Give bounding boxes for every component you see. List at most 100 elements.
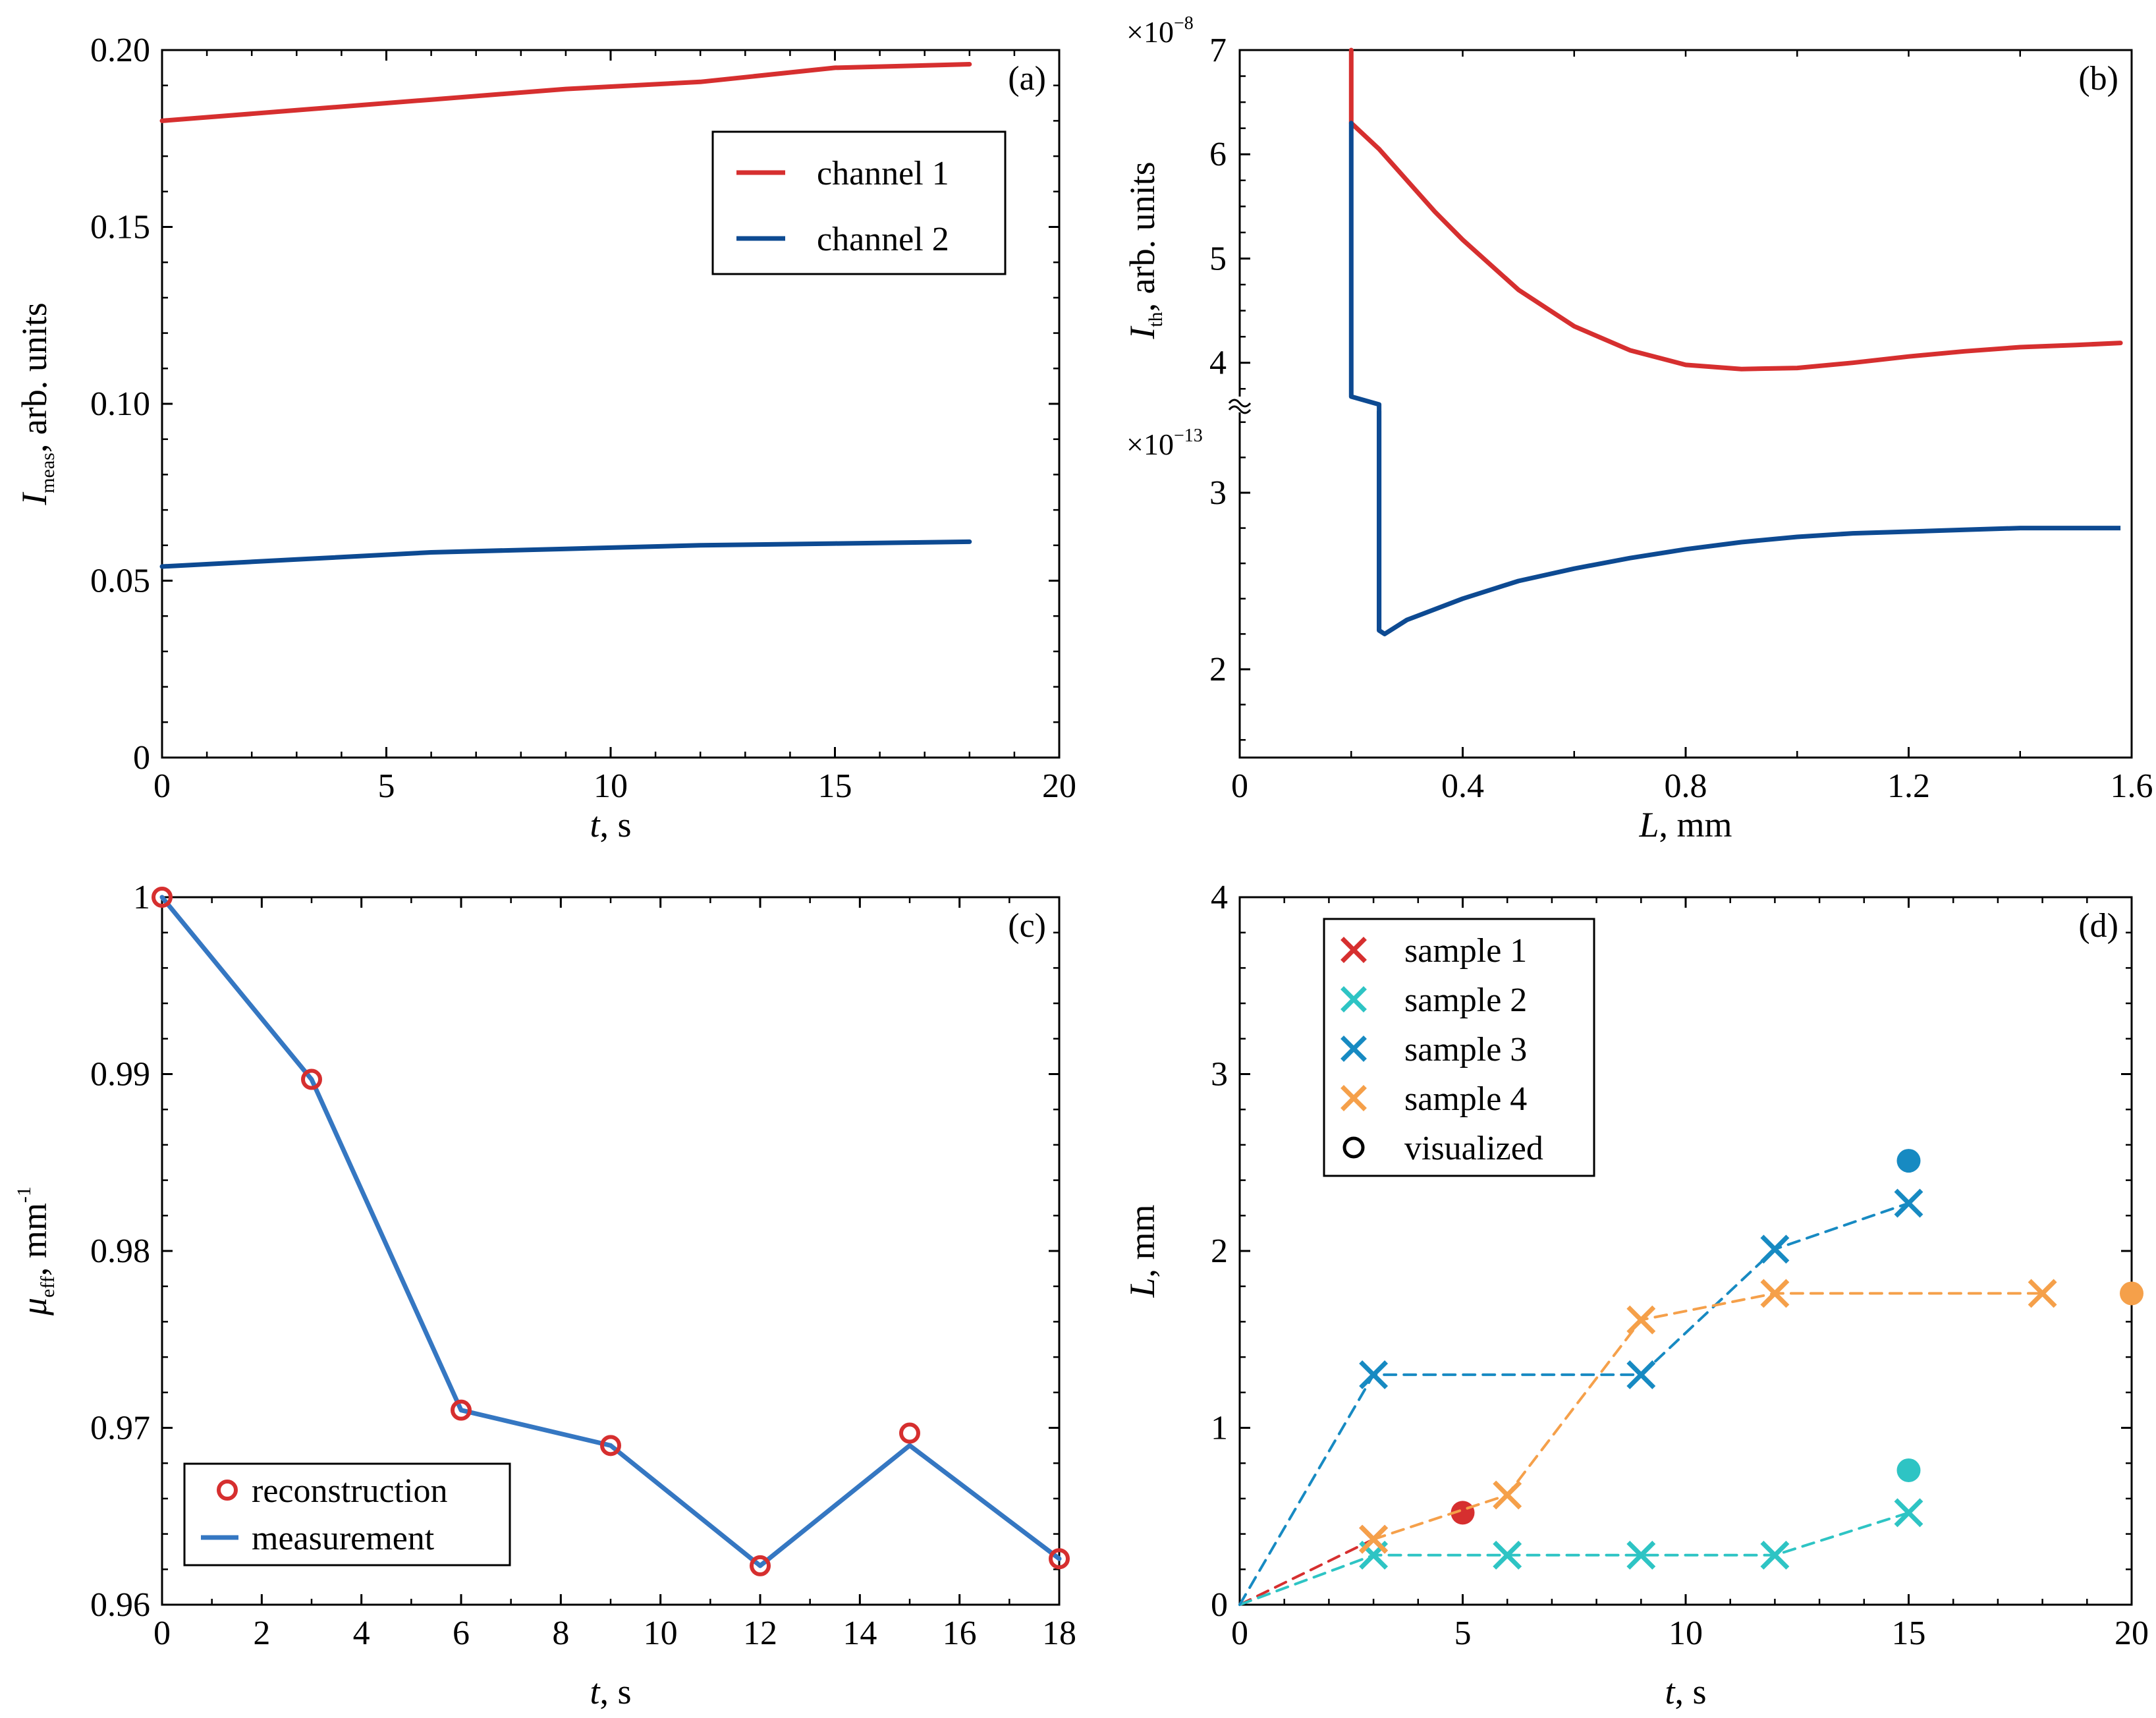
series-dashed-line: [1372, 1292, 2044, 1541]
sample-marker: [1493, 1480, 1522, 1510]
x-tick-label: 15: [818, 767, 852, 805]
y-tick-label: 2: [1211, 1233, 1228, 1270]
x-axis-variable: t: [590, 805, 601, 845]
measurement-line: [159, 895, 1062, 1568]
series-dashed-line: [1238, 1538, 1375, 1606]
reconstruction-marker: [750, 1555, 771, 1576]
x-tick-label: 18: [1042, 1615, 1076, 1652]
sample-marker: [1359, 1360, 1389, 1389]
sample-marker: [1359, 1524, 1389, 1554]
legend-label: sample 3: [1404, 1031, 1527, 1068]
y-axis-label: L, mm: [1122, 1204, 1162, 1298]
legend-swatch-visualized: [1342, 1136, 1365, 1159]
legend-box: [1323, 918, 1595, 1177]
legend-label: channel 2: [817, 221, 949, 258]
x-tick-label: 1.6: [2111, 767, 2153, 805]
x-axis-label: t, s: [590, 805, 631, 845]
reconstruction-marker: [1049, 1548, 1070, 1570]
x-tick-label: 4: [353, 1615, 370, 1652]
x-axis-variable: L: [1638, 805, 1659, 845]
y-axis-label: μeff, mm-1: [13, 1186, 59, 1316]
legend-box: [183, 1462, 511, 1566]
x-axis-variable: t: [1665, 1672, 1676, 1711]
y-tick-label: 1: [133, 879, 150, 916]
y-axis-superscript: -1: [13, 1186, 35, 1203]
multiplier-exponent: −13: [1174, 426, 1203, 446]
axis-break-mark: [1228, 399, 1252, 414]
y-tick-label-upper: 6: [1209, 136, 1227, 173]
x-tick-label: 8: [552, 1615, 569, 1652]
panel-c: 0 2 4 6 8 10 12 14 16 18 0.96 0.97 0.98 0.99 1 (c) recon…: [13, 879, 1076, 1711]
y-axis-variable: μ: [14, 1298, 54, 1316]
y-tick-label-lower: 2: [1209, 651, 1227, 688]
x-tick-label: 0: [1231, 767, 1248, 805]
y-axis-variable: I: [1122, 325, 1162, 340]
multiplier-base: ×10: [1126, 428, 1174, 461]
x-tick-label: 20: [1042, 767, 1076, 805]
sample-marker: [1493, 1540, 1522, 1570]
y-tick-label: 0: [133, 739, 150, 777]
panel-tag: (b): [2078, 60, 2118, 97]
y-tick-label: 0.97: [90, 1410, 150, 1447]
y-axis-subscript: eff: [37, 1276, 59, 1298]
legend-label: measurement: [252, 1520, 435, 1557]
legend-label: sample 4: [1404, 1080, 1527, 1118]
visualized-marker: [1896, 1458, 1921, 1482]
x-tick-label: 0.8: [1665, 767, 1707, 805]
lower-multiplier: ×10−13: [1126, 426, 1203, 461]
x-tick-label: 10: [1669, 1615, 1703, 1652]
upper-multiplier: ×10−8: [1126, 13, 1194, 49]
x-axis-label: t, s: [1665, 1672, 1706, 1711]
panel-a: 0 5 10 15 20 0 0.05 0.10 0.15 0.20 (a) channel 1 cha…: [14, 32, 1076, 845]
legend-label: visualized: [1404, 1130, 1543, 1167]
sample-marker: [1626, 1360, 1656, 1389]
legend-swatch: [1341, 1036, 1367, 1062]
legend-label: sample 2: [1404, 982, 1527, 1019]
sample-marker: [2028, 1279, 2057, 1308]
y-tick-label-upper: 7: [1209, 32, 1227, 69]
series-line: [1348, 121, 2121, 636]
sample-marker: [1626, 1540, 1656, 1570]
sample-marker: [1760, 1540, 1790, 1570]
x-tick-label: 5: [1454, 1615, 1472, 1652]
y-axis-variable: L: [1122, 1277, 1162, 1298]
y-tick-label: 4: [1211, 879, 1228, 916]
legend-swatch: [1341, 986, 1367, 1012]
y-axis-subscript: th: [1145, 312, 1167, 327]
legend-swatch: [1341, 1085, 1367, 1111]
visualized-marker: [2120, 1281, 2143, 1306]
y-tick-label-upper: 4: [1209, 345, 1227, 382]
panel-tag: (a): [1008, 60, 1046, 97]
y-tick-label: 0.98: [90, 1233, 150, 1270]
y-tick-label-lower: 3: [1209, 474, 1227, 512]
x-axis-label: t, s: [590, 1672, 631, 1711]
x-tick-label: 14: [843, 1615, 877, 1652]
reconstruction-marker: [301, 1068, 322, 1090]
y-axis-label: Ith, arb. units: [1122, 161, 1167, 339]
y-tick-label: 0.20: [90, 32, 150, 69]
multiplier-exponent: −8: [1174, 13, 1194, 34]
legend-label: sample 1: [1404, 932, 1527, 970]
y-tick-label: 0: [1211, 1586, 1228, 1624]
reconstruction-marker: [152, 887, 173, 908]
y-axis-unit: , mm: [14, 1203, 54, 1276]
x-axis-variable: t: [590, 1672, 601, 1711]
sample-marker: [1760, 1279, 1790, 1308]
legend-swatch: [1341, 937, 1367, 963]
x-tick-label: 10: [594, 767, 628, 805]
panel-tag: (c): [1008, 907, 1046, 945]
x-tick-label: 10: [644, 1615, 678, 1652]
panel-tag: (d): [2078, 907, 2118, 945]
x-axis-unit: , s: [600, 805, 632, 845]
panel-d: 0 5 10 15 20 0 1 2 3 4 (d) sample 1 sample 2 sample 3…: [1122, 879, 2149, 1711]
y-axis-unit: , mm: [1122, 1204, 1162, 1277]
legend-label: channel 1: [817, 155, 949, 192]
y-tick-label: 0.15: [90, 209, 150, 246]
y-axis-unit: , arb. units: [1122, 161, 1162, 312]
y-tick-label: 1: [1211, 1410, 1228, 1447]
y-axis-subscript: meas: [37, 453, 59, 493]
reconstruction-marker: [899, 1422, 920, 1444]
series-line: [159, 62, 972, 123]
